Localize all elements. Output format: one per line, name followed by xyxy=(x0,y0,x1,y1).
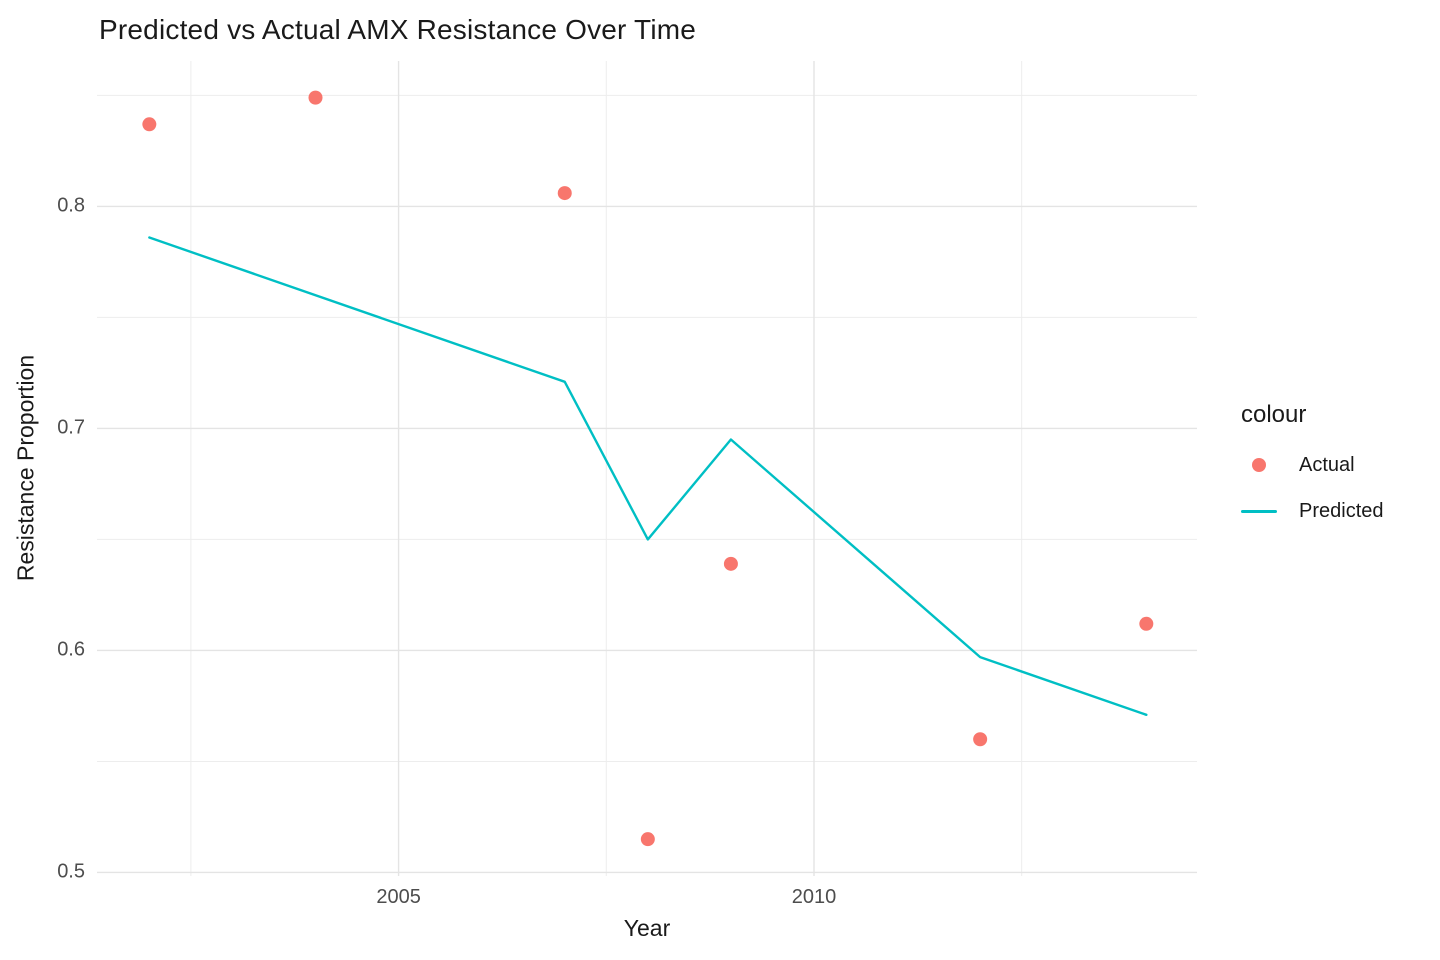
y-tick-label: 0.5 xyxy=(57,860,85,883)
legend-item-actual: Actual xyxy=(1241,442,1384,488)
y-tick-label: 0.8 xyxy=(57,194,85,217)
y-tick-label: 0.6 xyxy=(57,638,85,661)
data-point-actual xyxy=(1139,616,1154,631)
data-point-actual xyxy=(142,117,157,132)
actual-point-icon xyxy=(1252,458,1266,472)
legend-label-predicted: Predicted xyxy=(1299,499,1384,522)
chart-title: Predicted vs Actual AMX Resistance Over … xyxy=(99,14,697,45)
data-point-actual xyxy=(640,832,655,847)
data-point-actual xyxy=(723,556,738,571)
y-axis-title: Resistance Proportion xyxy=(12,354,39,582)
legend-item-predicted: Predicted xyxy=(1241,488,1384,534)
data-point-actual xyxy=(973,732,988,747)
predicted-line-icon xyxy=(1241,509,1277,513)
data-point-actual xyxy=(557,186,572,201)
legend: colour Actual Predicted xyxy=(1241,400,1384,534)
legend-label-actual: Actual xyxy=(1299,453,1355,476)
x-tick-label: 2010 xyxy=(791,886,837,908)
legend-key-actual xyxy=(1241,447,1277,483)
y-tick-label: 0.7 xyxy=(57,416,85,439)
legend-title: colour xyxy=(1241,401,1307,428)
x-axis-title: Year xyxy=(623,915,671,941)
x-tick-label: 2005 xyxy=(376,886,421,908)
legend-key-predicted xyxy=(1241,493,1277,529)
data-point-actual xyxy=(308,90,323,105)
predicted-line xyxy=(148,236,1148,717)
